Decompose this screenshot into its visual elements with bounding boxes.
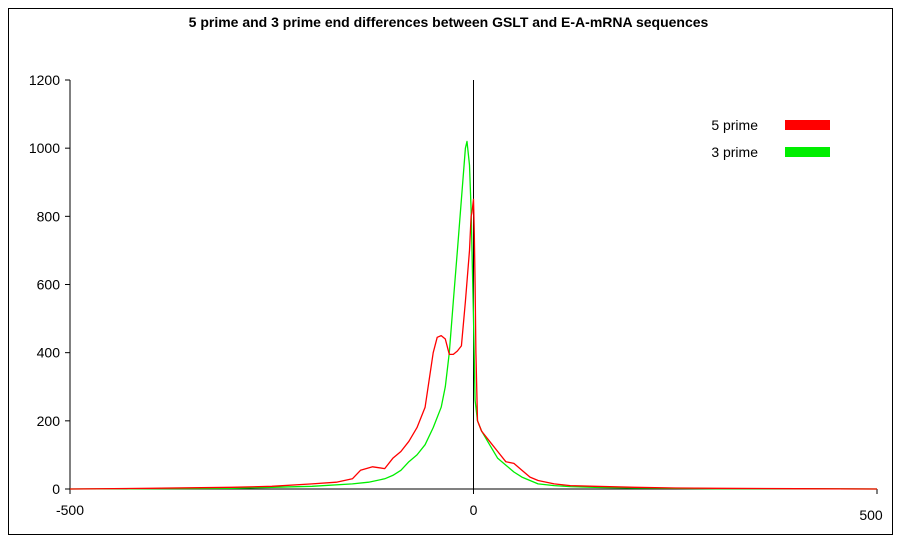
legend-label-3-prime: 3 prime bbox=[711, 144, 758, 160]
legend-label-5-prime: 5 prime bbox=[711, 117, 758, 133]
legend-swatch-3-prime bbox=[785, 147, 830, 157]
y-tick-label: 1000 bbox=[29, 140, 60, 156]
x-tick-label: -500 bbox=[56, 502, 84, 518]
y-tick-label: 0 bbox=[52, 481, 60, 497]
legend-swatch-5-prime bbox=[785, 120, 830, 130]
y-tick-label: 600 bbox=[37, 277, 61, 293]
y-tick-label: 1200 bbox=[29, 72, 60, 88]
y-tick-label: 800 bbox=[37, 208, 61, 224]
legend: 5 prime 3 prime bbox=[711, 117, 830, 160]
x-tick-label: 500 bbox=[859, 507, 883, 523]
y-tick-label: 200 bbox=[37, 413, 61, 429]
y-tick-label: 400 bbox=[37, 345, 61, 361]
series-lines bbox=[69, 140, 878, 490]
axes: 0 200 400 600 800 1000 1200 -500 0 500 bbox=[29, 72, 883, 523]
x-tick-label: 0 bbox=[470, 502, 478, 518]
chart-frame bbox=[8, 8, 893, 535]
series-line-5-prime bbox=[69, 198, 878, 490]
chart-title: 5 prime and 3 prime end differences betw… bbox=[188, 14, 709, 30]
series-line-3-prime bbox=[69, 140, 878, 490]
